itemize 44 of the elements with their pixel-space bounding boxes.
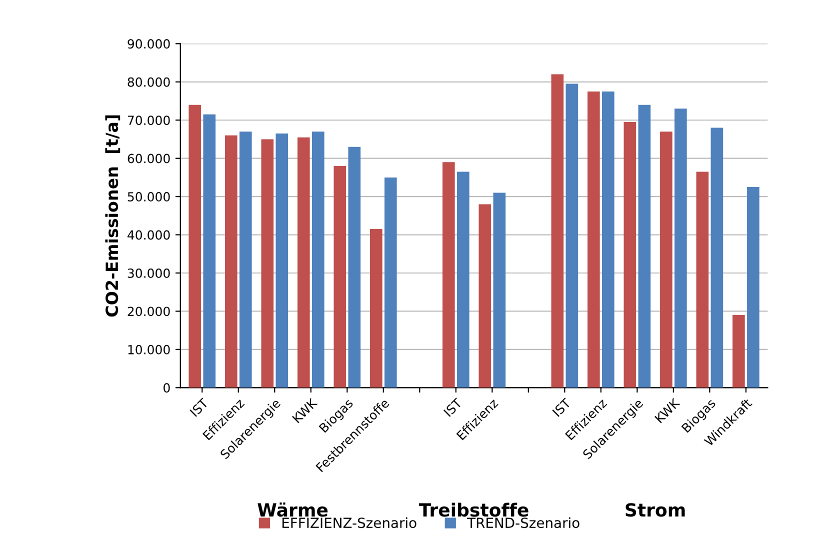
bar [261, 139, 274, 388]
bar [312, 132, 324, 388]
bar [624, 122, 636, 388]
bar [239, 132, 252, 388]
text: Strom [626, 503, 685, 517]
text: Wärme [258, 502, 328, 517]
y-tick-label: 50.000 [128, 192, 170, 202]
bar [384, 177, 397, 388]
bar [478, 204, 492, 388]
bar [710, 128, 724, 388]
bar [551, 74, 564, 388]
legend-label: TREND-Szenario [467, 517, 580, 528]
bar [224, 135, 238, 388]
y-tick-label: 30.000 [128, 268, 170, 278]
bar [334, 166, 346, 388]
bar [602, 91, 614, 388]
bar [442, 162, 455, 388]
bar [747, 187, 760, 388]
y-tick-label: 80.000 [128, 77, 170, 87]
bar [348, 146, 361, 388]
y-tick-label: 90.000 [128, 39, 170, 49]
y-tick-label: 40.000 [128, 230, 170, 240]
bar [276, 133, 288, 388]
bar [732, 315, 745, 388]
y-tick-label: 60.000 [128, 154, 170, 164]
y-tick-label: 0 [164, 383, 170, 393]
y-axis-title: CO2-Emissionen [t/a] [105, 115, 120, 317]
y-tick-label: 20.000 [128, 306, 170, 316]
bar [638, 104, 651, 388]
text: Treibstoffe [418, 502, 528, 517]
bar [203, 114, 216, 388]
legend-label: EFFIZIENZ-Szenario [282, 517, 416, 528]
bar [456, 172, 470, 388]
bar [660, 132, 672, 388]
y-tick-label: 10.000 [128, 344, 170, 354]
bar [370, 229, 382, 388]
bar [696, 172, 709, 388]
bar [588, 91, 600, 388]
bar [493, 192, 506, 388]
bar [188, 104, 202, 388]
bar [566, 84, 578, 388]
bar [674, 108, 687, 388]
bar [297, 137, 310, 388]
y-tick-label: 70.000 [128, 116, 170, 126]
